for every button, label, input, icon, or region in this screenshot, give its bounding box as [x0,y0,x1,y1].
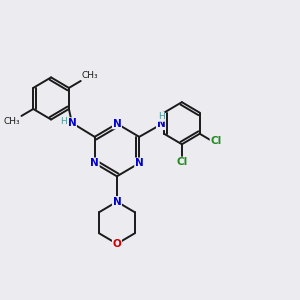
Text: H: H [158,112,164,121]
Text: N: N [157,119,165,130]
Text: Cl: Cl [210,136,222,146]
Text: N: N [68,118,76,128]
Text: Cl: Cl [176,157,188,167]
Text: N: N [90,158,99,168]
Text: CH₃: CH₃ [82,71,98,80]
Text: H: H [60,117,67,126]
Text: O: O [112,239,121,249]
Text: N: N [112,197,121,207]
Text: N: N [112,119,121,129]
Text: N: N [135,158,144,168]
Text: CH₃: CH₃ [4,117,20,126]
